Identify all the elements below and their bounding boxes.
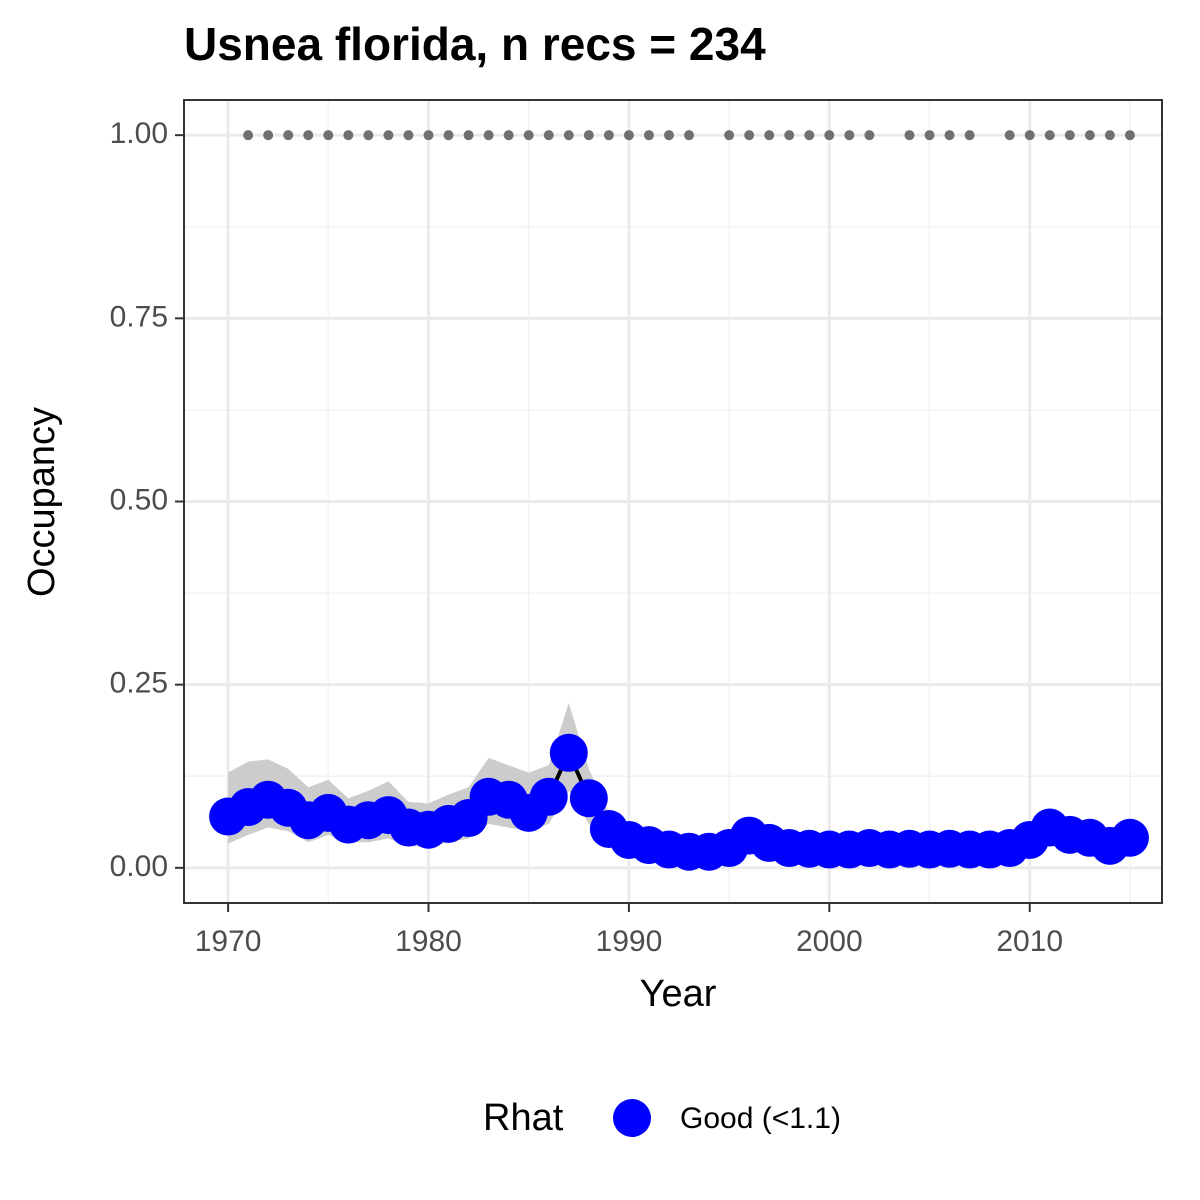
record-dot — [243, 130, 254, 141]
record-dot — [363, 130, 374, 141]
y-axis-label: Occupancy — [21, 407, 63, 597]
record-dot — [563, 130, 574, 141]
record-dot — [1064, 130, 1075, 141]
chart-title: Usnea florida, n recs = 234 — [184, 18, 766, 70]
y-tick-label: 0.75 — [110, 300, 168, 333]
record-dot — [523, 130, 534, 141]
record-dot — [663, 130, 674, 141]
record-dot — [904, 130, 915, 141]
x-tick-label: 1970 — [195, 925, 262, 958]
record-dot — [764, 130, 775, 141]
record-dot — [1024, 130, 1035, 141]
x-tick-label: 2000 — [796, 925, 863, 958]
record-dot — [744, 130, 755, 141]
record-dot — [944, 130, 955, 141]
legend-label: Good (<1.1) — [680, 1102, 841, 1135]
x-tick-label: 1990 — [596, 925, 663, 958]
y-tick-label: 0.50 — [110, 483, 168, 516]
record-dot — [643, 130, 654, 141]
record-dot — [323, 130, 334, 141]
record-dot — [864, 130, 875, 141]
x-axis-label: Year — [640, 973, 717, 1015]
record-dot — [443, 130, 454, 141]
record-dot — [1084, 130, 1095, 141]
y-tick-label: 0.00 — [110, 850, 168, 883]
record-dot — [844, 130, 855, 141]
record-dot — [283, 130, 294, 141]
point — [1110, 818, 1149, 857]
record-dot — [543, 130, 554, 141]
point — [529, 777, 568, 816]
record-dot — [383, 130, 394, 141]
y-tick-label: 1.00 — [110, 117, 168, 150]
x-tick-label: 2010 — [996, 925, 1063, 958]
record-dot — [503, 130, 514, 141]
record-dot — [583, 130, 594, 141]
record-dot — [924, 130, 935, 141]
plot-border — [183, 99, 1163, 904]
legend-title: Rhat — [483, 1097, 564, 1139]
record-dot — [423, 130, 434, 141]
record-dot — [964, 130, 975, 141]
record-dot — [623, 130, 634, 141]
record-dot — [303, 130, 314, 141]
record-dot — [343, 130, 354, 141]
record-dot — [804, 130, 815, 141]
record-dot — [1124, 130, 1135, 141]
record-dot — [483, 130, 494, 141]
x-tick-label: 1980 — [395, 925, 462, 958]
record-dot — [1104, 130, 1115, 141]
record-dot — [1004, 130, 1015, 141]
record-dot — [263, 130, 274, 141]
record-dot — [824, 130, 835, 141]
record-dot — [403, 130, 414, 141]
point — [549, 733, 588, 772]
record-dot — [784, 130, 795, 141]
record-dot — [463, 130, 474, 141]
record-dot — [724, 130, 735, 141]
point — [569, 779, 608, 818]
y-tick-label: 0.25 — [110, 667, 168, 700]
record-dot — [684, 130, 695, 141]
legend-key — [613, 1099, 651, 1137]
record-dot — [603, 130, 614, 141]
record-dot — [1044, 130, 1055, 141]
